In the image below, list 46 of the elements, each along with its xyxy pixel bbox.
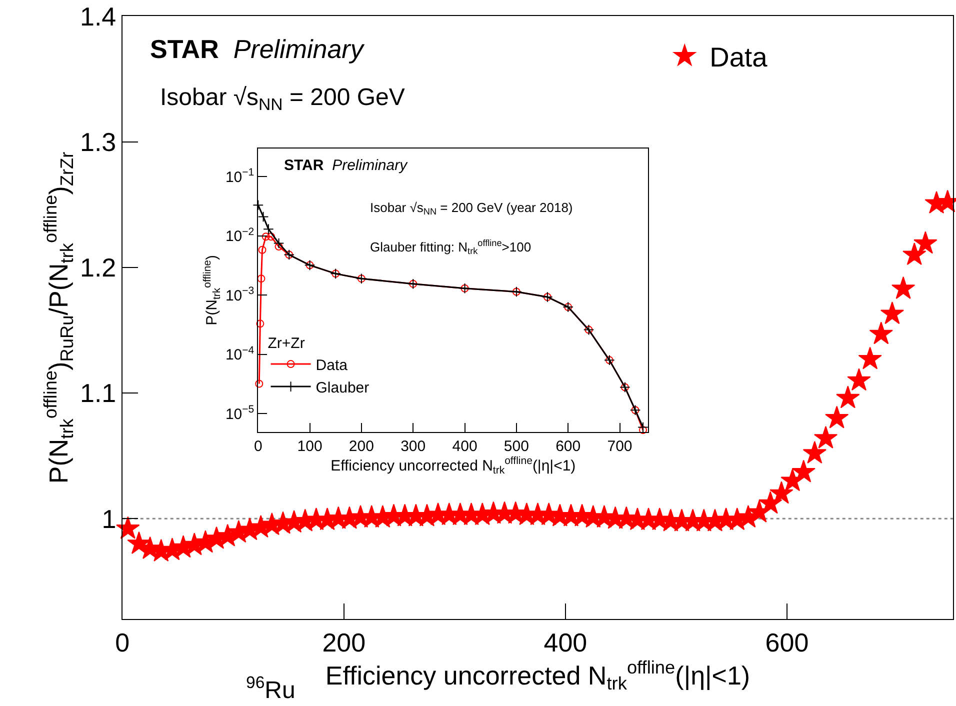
y-tick-label: 10$^{−3}$ bbox=[225, 285, 254, 304]
point bbox=[274, 242, 283, 251]
x-tick-label: 0 bbox=[115, 627, 130, 658]
x-tick-label: 400 bbox=[544, 627, 588, 658]
point bbox=[273, 238, 284, 249]
x-tick-label: 500 bbox=[504, 438, 529, 456]
point bbox=[252, 200, 264, 210]
legend-label: Data bbox=[316, 356, 348, 374]
x-tick-label: 200 bbox=[348, 438, 374, 456]
legend-label: Glauber bbox=[316, 379, 370, 396]
x-tick-label: 600 bbox=[556, 438, 581, 456]
x-tick-label: 200 bbox=[322, 627, 366, 658]
point bbox=[267, 232, 276, 241]
x-tick-label: 0 bbox=[254, 438, 262, 456]
point bbox=[258, 211, 269, 222]
point bbox=[258, 246, 266, 254]
x-axis-title: Efficiency uncorrected N$_{trk}$$^{offline}$(|η|<1) bbox=[325, 657, 750, 694]
annotation: STAR Preliminary bbox=[150, 34, 366, 64]
x-tick-label: 700 bbox=[607, 438, 632, 456]
y-tick-label: 10$^{−5}$ bbox=[225, 404, 254, 423]
point bbox=[257, 274, 266, 283]
legend-label: Data bbox=[710, 42, 768, 73]
annotation: Isobar √s$_{NN}$ = 200 GeV (year 2018) bbox=[370, 200, 573, 217]
annotation: STAR Preliminary bbox=[284, 157, 409, 174]
x-tick-label: 600 bbox=[765, 627, 809, 658]
point bbox=[639, 426, 647, 434]
y-tick-label: 1.3 bbox=[80, 126, 116, 157]
x-tick-label: 100 bbox=[297, 438, 322, 456]
point bbox=[262, 232, 270, 241]
point bbox=[638, 422, 648, 433]
y-tick-label: 10$^{−2}$ bbox=[225, 226, 254, 246]
point bbox=[256, 320, 264, 328]
y-tick-label: 10$^{−1}$ bbox=[225, 166, 254, 186]
annotation: Isobar √s$_{NN}$ = 200 GeV bbox=[160, 84, 405, 114]
x-tick-label: 300 bbox=[400, 438, 426, 456]
y-tick-label: 1.2 bbox=[80, 252, 116, 283]
legend-title: Zr+Zr bbox=[268, 334, 305, 352]
x-axis-title: Efficiency uncorrected N$_{trk}$$^{offline}$(|η|<1) bbox=[330, 455, 576, 477]
x-tick-label: 400 bbox=[452, 438, 478, 456]
point bbox=[255, 380, 264, 388]
y-tick-label: 10$^{−4}$ bbox=[225, 344, 254, 364]
text: $^{96}$Ru bbox=[246, 673, 296, 704]
y-tick-label: 1.4 bbox=[80, 1, 116, 32]
annotation: Glauber fitting: N$_{trk}$$^{offline}$>100 bbox=[370, 238, 532, 256]
y-tick-label: 1.1 bbox=[80, 378, 116, 408]
y-tick-label: 1 bbox=[102, 504, 116, 534]
